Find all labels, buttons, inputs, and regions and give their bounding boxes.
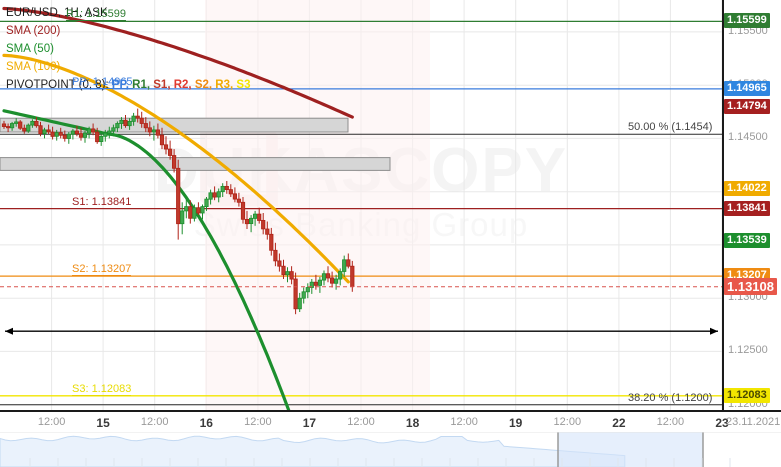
price-tick: 1.14500 <box>728 131 768 144</box>
time-axis[interactable]: 12:00 15 12:00 16 12:00 17 12:00 18 12:00 19 12:00… <box>0 410 781 432</box>
time-tick: 12:00 <box>347 416 375 428</box>
time-tick: 18 <box>405 416 420 430</box>
last-date-label: 23.11.2021 <box>726 416 781 428</box>
price-level-tag: 1.13841 <box>724 200 770 216</box>
chart-canvas <box>0 0 722 410</box>
time-tick: 12:00 <box>553 416 582 428</box>
time-tick: 12:00 <box>140 416 169 428</box>
price-axis[interactable]: 1.155001.150001.145001.140001.135001.130… <box>722 0 781 410</box>
time-tick: 16 <box>199 416 213 430</box>
current-price-tag: 1.13108 <box>724 277 777 295</box>
time-tick: 15 <box>96 416 110 430</box>
price-level-tag: 1.12083 <box>724 387 770 403</box>
time-tick: 17 <box>302 416 317 430</box>
time-tick: 19 <box>509 416 523 430</box>
price-chart-plot[interactable]: ❑ DUKASCOPY Swiss Banking Group EUR/USD,… <box>0 0 722 410</box>
price-level-tag: 1.14794 <box>724 99 770 115</box>
price-level-tag: 1.15599 <box>724 13 770 29</box>
time-tick: 22 <box>612 416 626 430</box>
range-navigator[interactable] <box>0 432 781 467</box>
time-tick: 12:00 <box>244 416 272 428</box>
navigator-canvas[interactable] <box>0 432 781 467</box>
price-level-tag: 1.13539 <box>724 232 770 248</box>
price-level-tag: 1.14965 <box>724 80 770 96</box>
time-tick: 23 <box>715 416 729 430</box>
time-tick: 12:00 <box>656 416 685 428</box>
time-tick: 12:00 <box>450 416 478 428</box>
time-tick: 12:00 <box>37 416 66 428</box>
price-level-tag: 1.14022 <box>724 181 770 197</box>
price-tick: 1.12500 <box>728 344 768 357</box>
